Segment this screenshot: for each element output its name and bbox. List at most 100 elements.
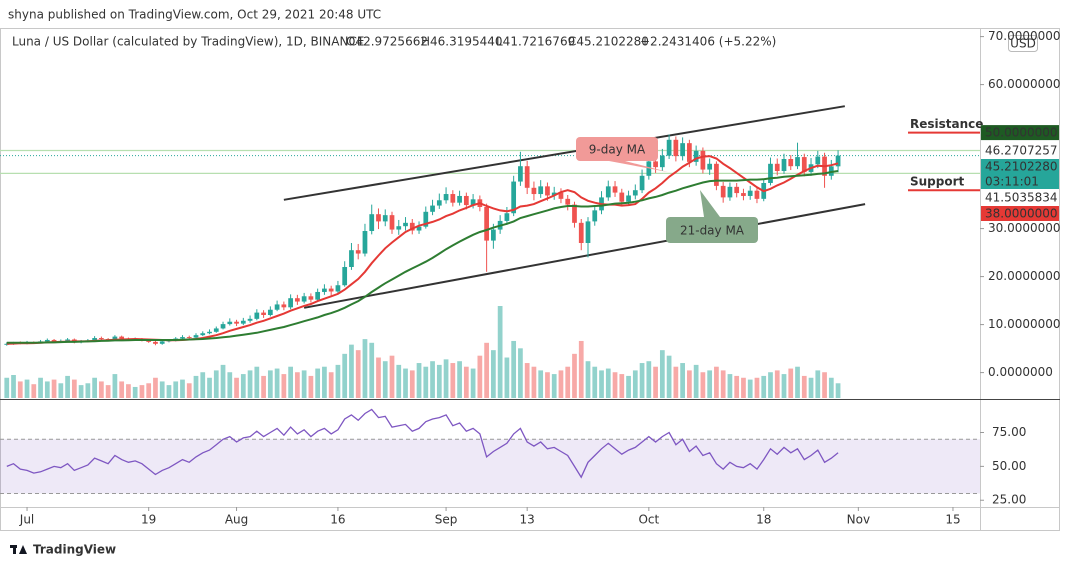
- volume-bar: [78, 385, 84, 398]
- candle-body: [578, 222, 584, 243]
- volume-bar: [659, 350, 665, 398]
- y-tick-label: 20.0000000: [988, 269, 1061, 283]
- volume-bar: [707, 370, 713, 398]
- volume-bar: [518, 348, 523, 398]
- candle-body: [234, 321, 239, 324]
- rsi-tick-label: 50.00: [992, 459, 1026, 473]
- candle-body: [409, 222, 415, 231]
- logo: [10, 545, 27, 554]
- candle-body: [518, 166, 523, 182]
- volume-bar: [159, 381, 165, 398]
- candle-body: [612, 186, 618, 193]
- channel-line: [303, 203, 866, 309]
- candle-body: [538, 186, 544, 195]
- volume-bar: [92, 377, 97, 398]
- volume-bar: [38, 377, 43, 398]
- candle-body: [389, 215, 395, 230]
- candle-body: [281, 304, 287, 308]
- volume-bar: [423, 366, 429, 398]
- candle-body: [220, 324, 226, 329]
- volume-bar: [491, 350, 496, 398]
- volume-bar: [788, 368, 794, 398]
- volume-bar: [335, 364, 341, 398]
- volume-bar: [714, 366, 719, 398]
- candle-body: [801, 157, 807, 172]
- annotation-label: Support: [910, 175, 965, 189]
- volume-bar: [409, 370, 415, 398]
- candle-body: [585, 221, 591, 243]
- candle-body: [362, 231, 368, 254]
- currency[interactable]: USD: [1010, 37, 1036, 51]
- price-level-box: [981, 190, 1059, 206]
- volume-bar: [173, 381, 179, 398]
- volume-bar: [186, 383, 192, 398]
- x-tick-label: 16: [330, 513, 345, 527]
- volume-bar: [741, 377, 746, 398]
- candle-body: [572, 204, 577, 223]
- candle-body: [159, 341, 165, 344]
- callout-label: 9-day MA: [589, 143, 646, 157]
- volume-bar: [227, 372, 233, 398]
- rsi-tick-label: 75.00: [992, 425, 1026, 439]
- candle-body: [592, 210, 598, 222]
- volume-bar: [315, 368, 321, 398]
- price-level-box: [981, 125, 1059, 141]
- volume-bar: [4, 377, 10, 398]
- volume-bar: [288, 366, 293, 398]
- ohlc-value: H46.3195440: [421, 35, 503, 49]
- callout-pointer: [609, 161, 668, 172]
- candle-body: [619, 192, 625, 202]
- plot-area: [0, 105, 980, 398]
- candle-body: [328, 288, 334, 292]
- candle-body: [795, 157, 800, 167]
- candle-body: [315, 291, 321, 300]
- volume-bar: [362, 339, 368, 398]
- ma-line: [6, 170, 839, 344]
- candle-body: [213, 328, 219, 332]
- volume-bar: [396, 364, 402, 398]
- candle-body: [200, 333, 206, 336]
- candle-body: [470, 199, 476, 206]
- volume-bar: [85, 383, 91, 398]
- volume-bar: [119, 381, 125, 398]
- volume-bar: [504, 357, 510, 398]
- candle-body: [443, 194, 449, 201]
- candle-body: [308, 296, 314, 300]
- volume-bar: [200, 372, 206, 398]
- candle-body: [747, 190, 753, 196]
- volume-bar: [99, 381, 104, 398]
- candle-body: [673, 139, 679, 157]
- candle-body: [511, 181, 517, 214]
- candle-body: [267, 309, 273, 315]
- y-tick-label: 70.0000000: [988, 29, 1061, 43]
- candle-body: [754, 190, 760, 199]
- volume-bar: [17, 381, 23, 398]
- currency-box[interactable]: [1008, 35, 1038, 52]
- candle-body: [484, 207, 489, 241]
- candle-body: [416, 226, 422, 231]
- x-tick-label: Jul: [19, 513, 34, 527]
- volume-bar: [585, 361, 591, 398]
- callout-label: 21-day MA: [680, 224, 745, 238]
- candle-body: [254, 312, 260, 319]
- volume-bar: [301, 370, 307, 398]
- candle-body: [112, 336, 118, 340]
- volume-bar: [599, 370, 604, 398]
- volume-bar: [774, 370, 780, 398]
- volume-bar: [132, 386, 138, 398]
- volume-bar: [524, 363, 530, 398]
- candle-body: [261, 312, 266, 315]
- candle-body: [545, 186, 550, 196]
- volume-bar: [572, 353, 577, 398]
- logo-mark: [19, 545, 27, 554]
- volume-bar: [693, 364, 699, 398]
- countdown-label: 03:11:01: [985, 175, 1039, 189]
- volume-bar: [795, 366, 800, 398]
- volume-bar: [720, 370, 726, 398]
- candle-body: [680, 143, 685, 157]
- candle-body: [240, 320, 246, 324]
- volume-bar: [477, 355, 483, 398]
- x-tick-label: Oct: [638, 513, 659, 527]
- x-tick-label: Sep: [435, 513, 458, 527]
